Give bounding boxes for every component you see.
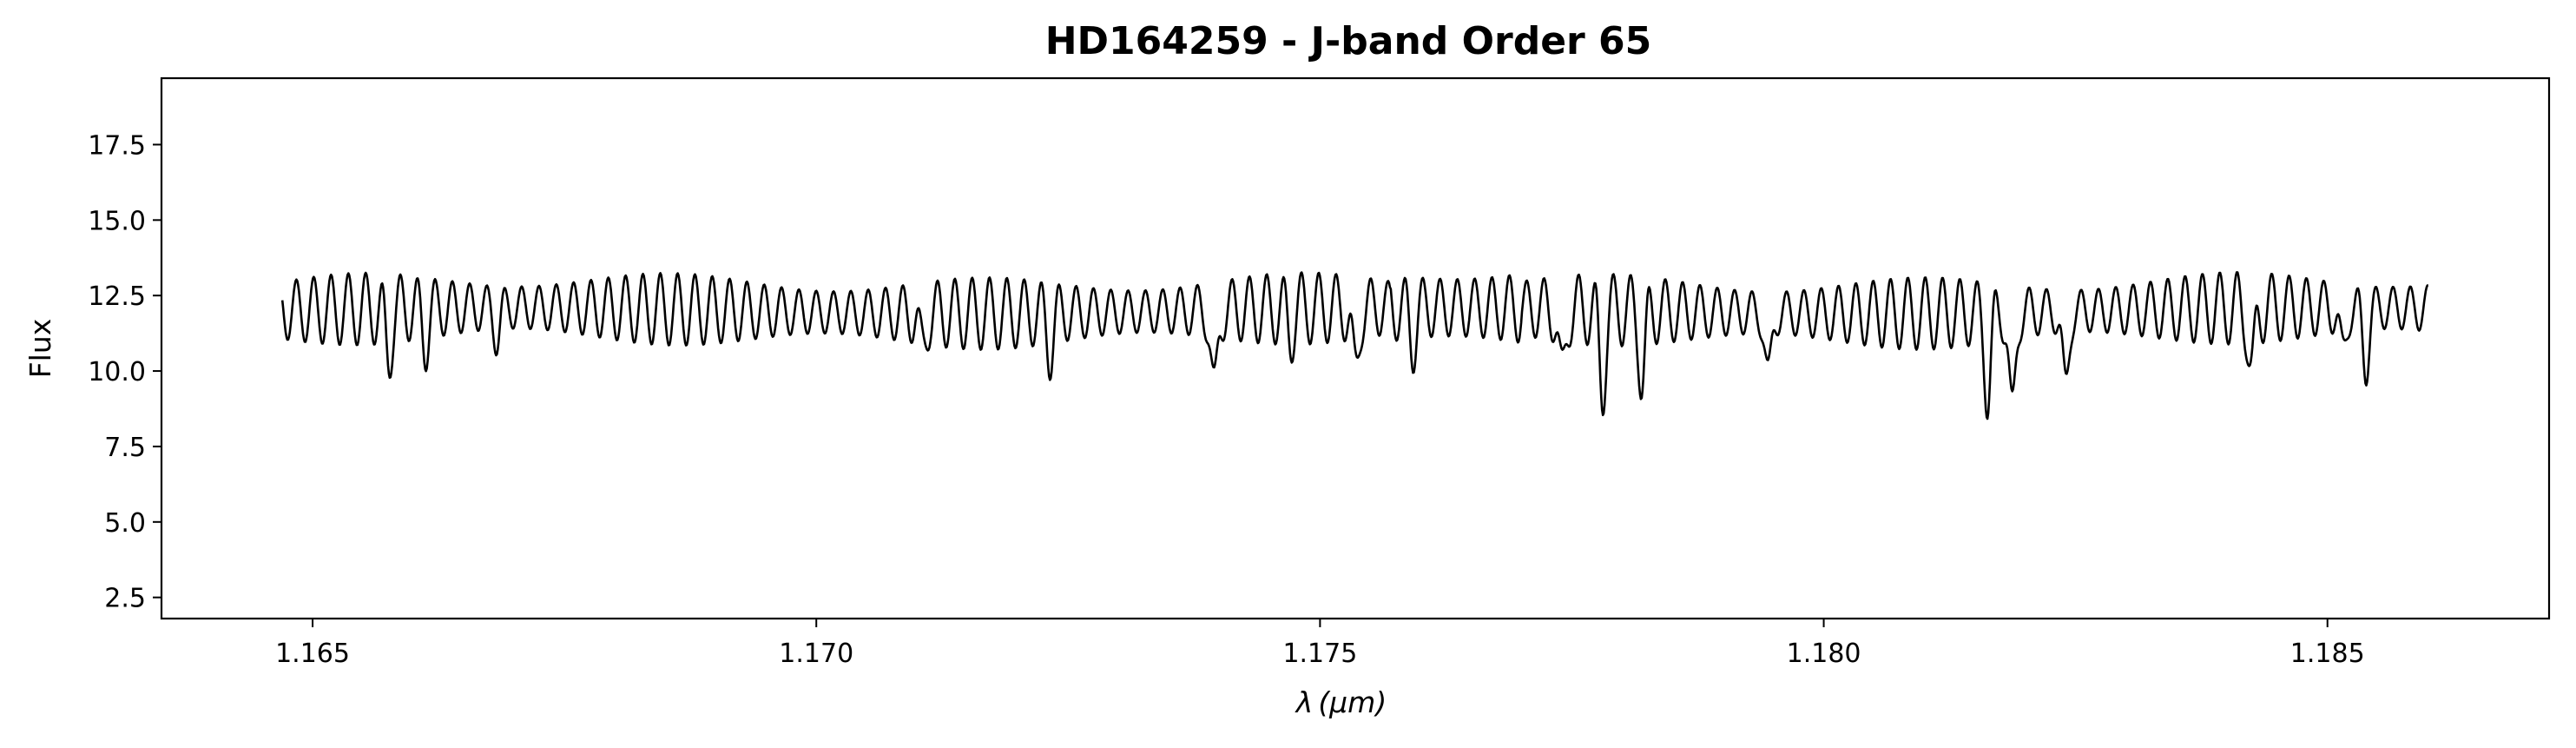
- x-tick-label: 1.180: [1787, 639, 1861, 669]
- x-axis-label: λ (μm): [1295, 685, 1387, 719]
- y-axis: 2.5 5.0 7.5 10.0 12.5 15.0 17.5: [88, 130, 161, 614]
- x-axis: 1.165 1.170 1.175 1.180 1.185: [275, 619, 2365, 669]
- x-tick-label: 1.175: [1282, 639, 1357, 669]
- y-tick-label: 5.0: [104, 508, 146, 539]
- y-tick-label: 12.5: [88, 281, 146, 312]
- y-axis-label: Flux: [23, 319, 57, 379]
- y-tick-label: 10.0: [88, 357, 146, 387]
- flux-series-line: [280, 271, 2429, 420]
- chart-title: HD164259 - J-band Order 65: [1045, 19, 1652, 63]
- y-tick-label: 17.5: [88, 130, 146, 161]
- y-tick-label: 15.0: [88, 206, 146, 236]
- x-axis-label-unit: (μm): [1318, 685, 1387, 719]
- plot-frame: [160, 76, 2551, 620]
- x-tick-label: 1.185: [2290, 639, 2365, 669]
- y-tick-label: 2.5: [104, 584, 146, 614]
- y-tick-label: 7.5: [104, 433, 146, 463]
- x-tick-label: 1.165: [275, 639, 350, 669]
- x-axis-label-symbol: λ: [1295, 685, 1314, 719]
- x-tick-label: 1.170: [779, 639, 853, 669]
